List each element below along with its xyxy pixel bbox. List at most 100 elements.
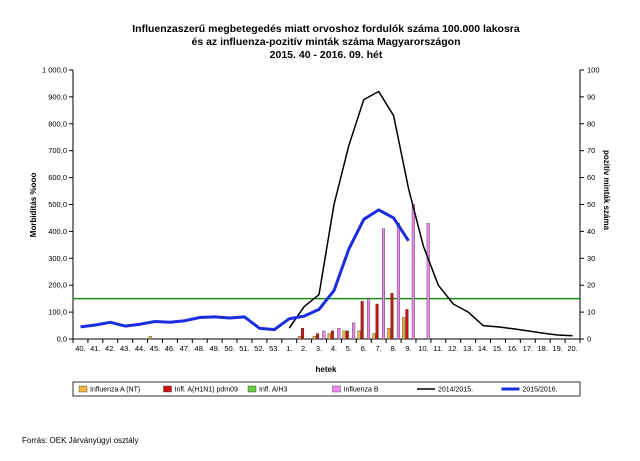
series-line — [80, 208, 410, 332]
x-tick-label: 4. — [331, 344, 337, 353]
legend-label: Influenza B — [344, 387, 379, 394]
bars-layer — [148, 204, 430, 340]
y-tick-left-label: 100,0 — [48, 308, 67, 317]
y-tick-right-label: 40 — [587, 227, 595, 236]
bar — [375, 303, 379, 340]
x-tick-label: 48. — [195, 344, 205, 353]
bar — [411, 204, 415, 340]
legend-swatch — [163, 385, 172, 393]
bar — [357, 330, 361, 340]
bar — [372, 333, 376, 340]
chart-title-line-3: 2015. 40 - 2016. 09. hét — [270, 49, 383, 61]
ticks-layer: 0,0 100,0 200,0 300,0 400,0 500,0 600,0 700,0 80… — [42, 66, 600, 354]
x-tick-label: 1. — [286, 344, 292, 353]
y-tick-right-label: 70 — [587, 146, 595, 155]
bar — [148, 336, 152, 340]
legend-swatch — [247, 385, 257, 393]
legend-swatch — [332, 385, 341, 393]
bar — [342, 330, 346, 340]
bar — [390, 293, 394, 340]
x-tick-label: 20. — [567, 344, 577, 353]
bar — [387, 328, 391, 340]
x-tick-label: 18. — [538, 344, 548, 353]
x-tick-label: 10. — [418, 344, 428, 353]
bar — [330, 330, 334, 340]
y-tick-right-label: 30 — [587, 254, 595, 263]
y-tick-left-label: 1 000,0 — [42, 66, 67, 75]
x-tick-label: 46. — [165, 344, 175, 353]
x-tick-label: 49. — [209, 344, 219, 353]
bar — [327, 333, 331, 340]
y-tick-right-label: 10 — [587, 308, 595, 317]
y-tick-left-label: 600,0 — [48, 173, 67, 182]
y-axis-label-right: pozitív minták száma — [602, 150, 611, 231]
legend-label: Infl. A/H3 — [259, 387, 288, 394]
y-tick-right-label: 20 — [587, 281, 595, 290]
source-note: Forrás: OEK Járványügyi osztály — [22, 436, 139, 445]
bar — [301, 328, 305, 340]
x-tick-label: 13. — [463, 344, 473, 353]
bar — [337, 328, 341, 340]
chart-title-line-2: és az influenza-pozitív minták száma Mag… — [192, 36, 461, 48]
x-tick-label: 45. — [150, 344, 160, 353]
legend: Influenza A (NT) Infl. A(H1N1) pdm09 Infl.… — [72, 381, 581, 397]
bar — [315, 333, 319, 340]
y-axis-label-left: Morbiditás %ooo — [29, 173, 38, 238]
x-tick-label: 5. — [346, 344, 352, 353]
y-tick-right-label: 60 — [587, 173, 595, 182]
x-tick-label: 8. — [390, 344, 396, 353]
legend-label: Infl. A(H1N1) pdm09 — [175, 387, 239, 394]
x-tick-label: 41. — [90, 344, 100, 353]
x-tick-label: 2. — [301, 344, 307, 353]
series-line — [288, 90, 573, 337]
y-tick-left-label: 700,0 — [48, 146, 67, 155]
x-tick-label: 15. — [493, 344, 503, 353]
x-tick-label: 40. — [75, 344, 85, 353]
x-tick-label: 16. — [508, 344, 518, 353]
y-tick-left-label: 400,0 — [48, 227, 67, 236]
x-axis-label: hetek — [316, 365, 337, 374]
x-tick-label: 7. — [376, 344, 382, 353]
chart-title-line-1: Influenzaszerű megbetegedés miatt orvosh… — [132, 23, 520, 35]
y-tick-right-label: 0 — [587, 335, 591, 344]
bar — [426, 223, 430, 340]
x-tick-label: 52. — [254, 344, 264, 353]
y-tick-right-label: 100 — [587, 66, 600, 75]
y-tick-left-label: 800,0 — [48, 119, 67, 128]
legend-label: 2014/2015. — [438, 387, 473, 394]
bar — [402, 317, 406, 340]
x-tick-label: 53. — [269, 344, 279, 353]
x-tick-label: 12. — [448, 344, 458, 353]
x-tick-label: 11. — [433, 344, 443, 353]
y-tick-right-label: 80 — [587, 119, 595, 128]
x-tick-label: 9. — [405, 344, 411, 353]
bar — [352, 322, 356, 340]
bar — [360, 301, 364, 340]
x-tick-label: 6. — [361, 344, 367, 353]
bar — [396, 223, 400, 340]
bar — [322, 330, 326, 340]
x-tick-label: 44. — [135, 344, 145, 353]
y-tick-left-label: 200,0 — [48, 281, 67, 290]
x-tick-label: 50. — [224, 344, 234, 353]
y-tick-right-label: 50 — [587, 200, 595, 209]
legend-label: Influenza A (NT) — [90, 387, 140, 394]
lines-layer — [80, 90, 573, 337]
bar — [405, 309, 409, 340]
x-tick-label: 14. — [478, 344, 488, 353]
bar — [312, 336, 316, 340]
x-tick-label: 17. — [523, 344, 533, 353]
legend-label: 2015/2016. — [523, 387, 558, 394]
y-tick-left-label: 300,0 — [48, 254, 67, 263]
x-tick-label: 47. — [180, 344, 190, 353]
legend-swatch — [78, 385, 88, 393]
chart-title-group: Influenzaszerű megbetegedés miatt orvosh… — [132, 23, 520, 61]
bar — [381, 228, 385, 340]
x-tick-label: 19. — [552, 344, 562, 353]
x-tick-label: 42. — [105, 344, 115, 353]
legend-box — [72, 381, 581, 397]
x-tick-label: 51. — [239, 344, 249, 353]
y-tick-left-label: 500,0 — [48, 200, 67, 209]
